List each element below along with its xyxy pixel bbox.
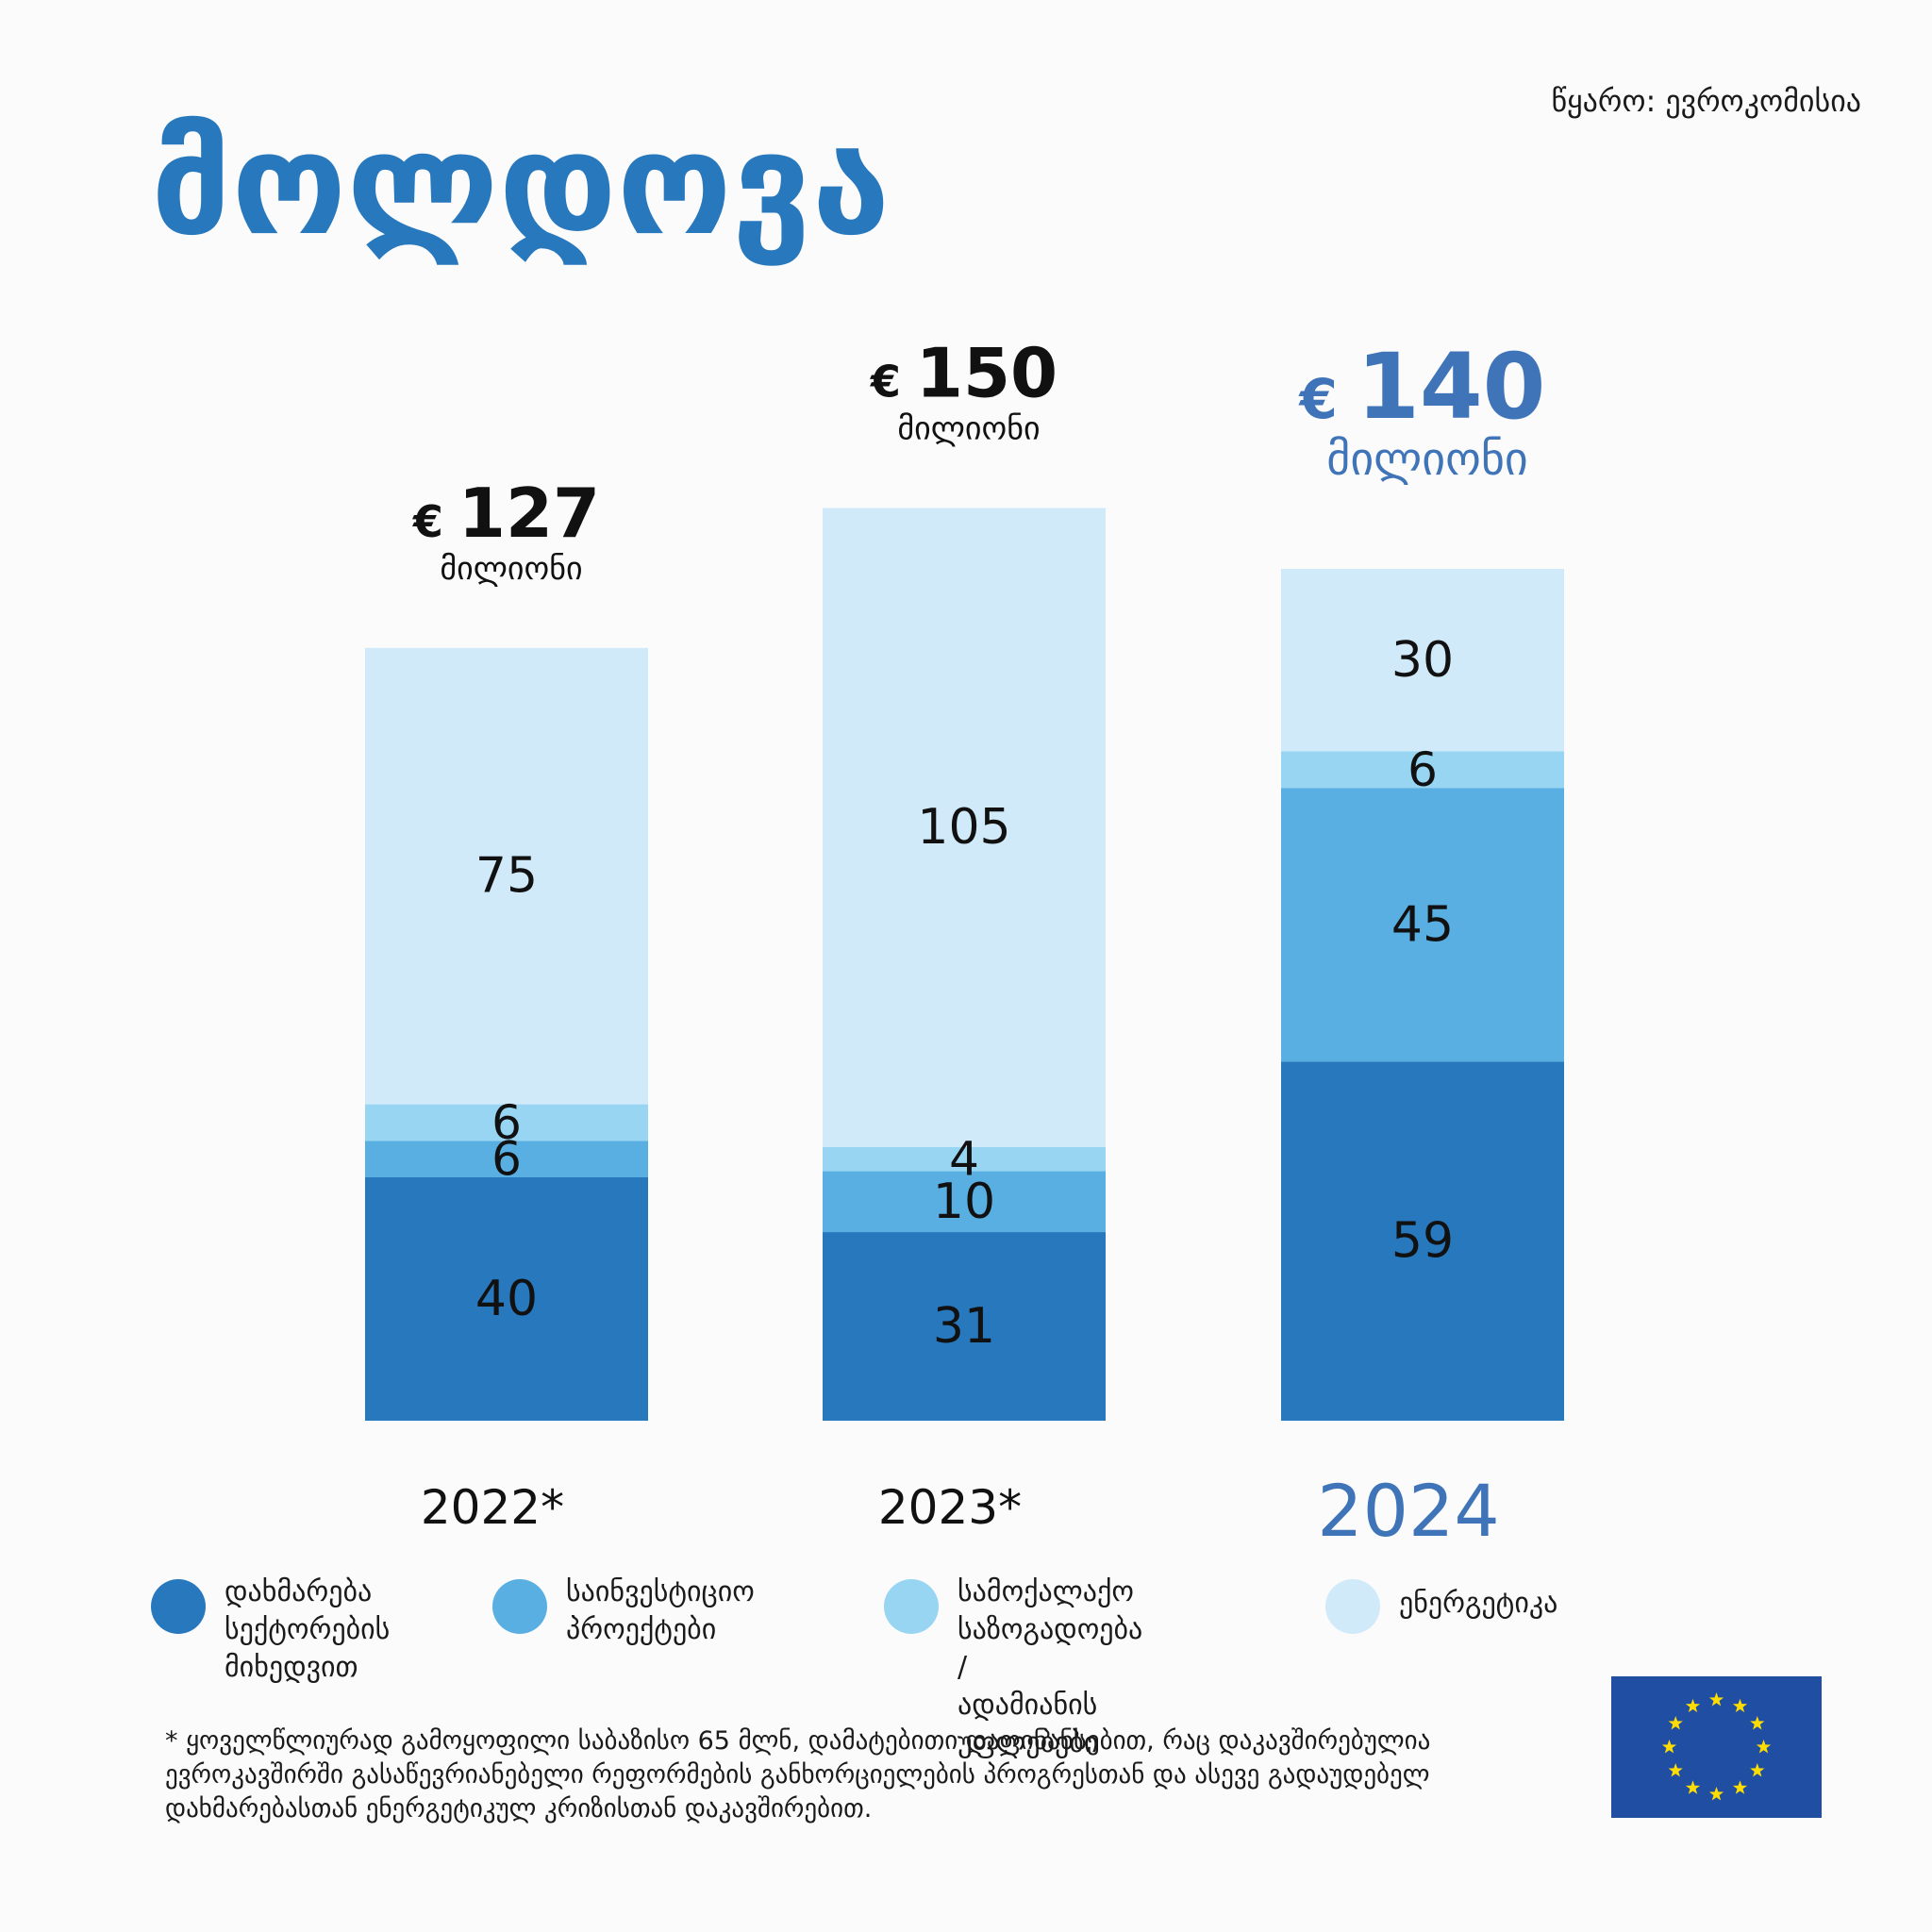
total-currency-3: €	[1298, 367, 1357, 431]
footnote: * ყოველწლიურად გამოყოფილი საბაზისო 65 მლ…	[165, 1726, 1431, 1824]
eu-star-icon	[1668, 1763, 1683, 1777]
legend-label-energy: ენერგეტიკა	[1399, 1587, 1558, 1620]
total-amount-2: 150	[916, 334, 1058, 413]
eu-star-icon	[1708, 1692, 1724, 1707]
data-label-civil-society-2: 4	[949, 1132, 979, 1187]
bar-segment-energy-1	[365, 647, 648, 1105]
data-label-investment-1: 6	[491, 1132, 522, 1187]
eu-star-icon	[1750, 1763, 1765, 1777]
legend-swatch-sector-support	[151, 1579, 206, 1634]
eu-star-icon	[1685, 1780, 1701, 1794]
bar-segment-sector-support-1	[365, 1177, 648, 1421]
legend: დახმარება სექტორების მიხედვით საინვესტიც…	[0, 1574, 1932, 1759]
eu-star-icon	[1750, 1716, 1765, 1730]
bar-segment-civil-society-3	[1281, 751, 1564, 789]
data-label-energy-3: 30	[1391, 632, 1454, 689]
legend-swatch-energy	[1325, 1579, 1380, 1634]
total-amount-3: 140	[1357, 334, 1545, 440]
bar-segment-investment-1	[365, 1141, 648, 1177]
source-note: წყარო: ევროკომისია	[1551, 83, 1861, 119]
eu-star-icon	[1732, 1780, 1748, 1794]
bar-segment-energy-3	[1281, 569, 1564, 752]
bar-segment-civil-society-2	[823, 1146, 1106, 1172]
x-tick-label-2: 2023*	[878, 1480, 1022, 1535]
eu-star-icon	[1732, 1698, 1748, 1713]
bar-segment-investment-3	[1281, 788, 1564, 1062]
total-currency-1: €	[412, 496, 458, 547]
eu-star-icon	[1685, 1698, 1701, 1713]
bar-segment-sector-support-3	[1281, 1061, 1564, 1421]
data-label-civil-society-1: 6	[491, 1095, 522, 1150]
eu-star-icon	[1668, 1716, 1683, 1730]
data-label-investment-3: 45	[1391, 896, 1454, 953]
total-unit-2: მილიონი	[897, 410, 1040, 448]
bar-segment-energy-2	[823, 508, 1106, 1147]
chart-title: მოლდოვა	[151, 103, 891, 267]
bar-segment-sector-support-2	[823, 1232, 1106, 1421]
total-unit-3: მილიონი	[1326, 433, 1528, 486]
total-unit-1: მილიონი	[440, 550, 582, 588]
eu-star-icon	[1756, 1740, 1772, 1754]
data-label-civil-society-3: 6	[1407, 742, 1438, 797]
legend-swatch-civil-society	[884, 1579, 939, 1634]
data-label-energy-1: 75	[475, 848, 538, 905]
eu-flag-stars	[1661, 1692, 1772, 1801]
data-label-investment-2: 10	[933, 1174, 995, 1230]
total-amount-1: 127	[458, 474, 600, 553]
x-tick-label-3: 2024	[1317, 1469, 1499, 1553]
data-label-sector-support-3: 59	[1391, 1213, 1454, 1270]
total-currency-2: €	[870, 357, 916, 408]
x-tick-label-1: 2022*	[421, 1480, 564, 1535]
legend-label-investment: საინვესტიციო პროექტები	[566, 1575, 755, 1646]
eu-star-icon	[1708, 1787, 1724, 1801]
legend-swatch-investment	[492, 1579, 547, 1634]
data-label-sector-support-1: 40	[475, 1271, 538, 1327]
data-label-sector-support-2: 31	[933, 1298, 995, 1355]
bar-segment-civil-society-1	[365, 1104, 648, 1141]
bar-segment-investment-2	[823, 1171, 1106, 1233]
total-label-2: € 150	[870, 334, 1058, 413]
data-label-energy-2: 105	[917, 799, 1010, 856]
legend-label-sector-support: დახმარება სექტორების მიხედვით	[225, 1575, 391, 1684]
total-label-1: € 127	[412, 474, 600, 553]
eu-star-icon	[1661, 1740, 1677, 1754]
legend-label-civil-society: სამოქალაქო საზოგადოება / ადამიანის უფლებ…	[958, 1575, 1143, 1759]
total-label-3: € 140	[1298, 334, 1546, 440]
eu-flag-logo	[1611, 1676, 1822, 1818]
